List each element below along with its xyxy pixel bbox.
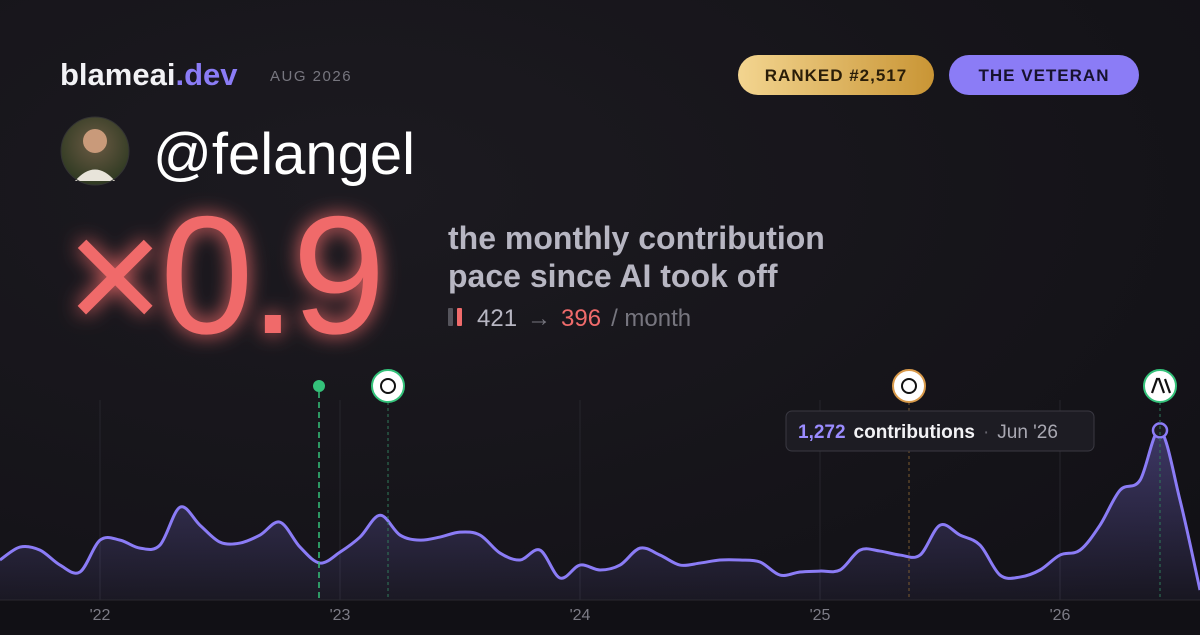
tooltip-date: Jun '26 (997, 422, 1058, 443)
x-tick-label: '23 (330, 607, 351, 624)
multiplier: ×0.9 (66, 181, 382, 369)
event-markers (313, 369, 1177, 600)
x-tick-label: '22 (90, 607, 111, 624)
tooltip-text: 1,272 contributions · Jun '26 (798, 422, 1058, 443)
badge: THE VETERAN (979, 66, 1110, 85)
area (0, 430, 1200, 600)
x-tick-label: '26 (1050, 607, 1071, 624)
rank-pill (738, 55, 934, 95)
avatar (60, 116, 130, 186)
tooltip-box (785, 410, 1095, 452)
tooltip: 1,272 contributions · Jun '26 (785, 410, 1095, 452)
badge-pill (949, 55, 1139, 95)
tooltip-value: 1,272 (798, 422, 846, 443)
after: 396 (561, 305, 601, 332)
date: AUG 2026 (270, 68, 352, 85)
arrow: → (527, 305, 551, 332)
icon-after (457, 308, 462, 326)
brand: blameai.dev (60, 57, 238, 92)
line (0, 428, 1200, 591)
highlight-point (1151, 422, 1169, 439)
brand-name: blameai (60, 57, 175, 92)
description: pace since AI took off (448, 258, 778, 294)
axis-strip (0, 600, 1200, 630)
before: 421 (477, 305, 517, 332)
brand-tld: .dev (175, 57, 238, 92)
pace: 421 → 396 / month (477, 305, 691, 332)
tooltip-separator: · (983, 422, 989, 443)
x-tick-label: '25 (810, 607, 831, 624)
description: the monthly contribution (448, 220, 825, 256)
handle: @felangel (153, 122, 415, 187)
tooltip-label: contributions (854, 422, 975, 443)
chart: '22 '23 '24 '25 '26 (0, 400, 1200, 624)
icon-before (448, 308, 453, 326)
unit: / month (611, 305, 691, 332)
x-tick-label: '24 (570, 607, 591, 624)
rank: RANKED #2,517 (765, 66, 907, 85)
